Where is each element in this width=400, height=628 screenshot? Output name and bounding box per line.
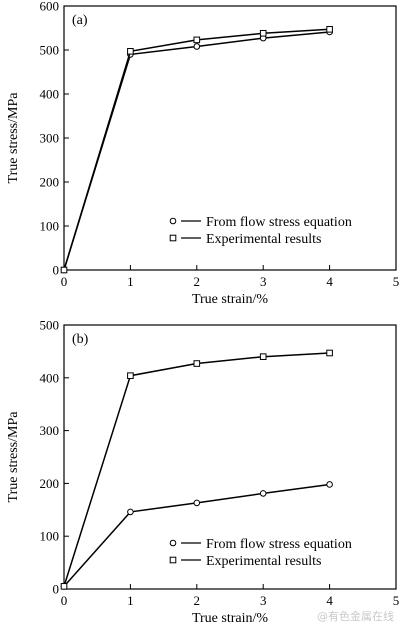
legend-label: Experimental results [206, 554, 321, 569]
x-tick-label: 5 [393, 593, 400, 608]
y-tick-label: 300 [40, 131, 60, 146]
data-point-circle [127, 508, 134, 516]
x-tick-label: 0 [61, 274, 68, 289]
data-point-square [127, 372, 134, 379]
x-tick-label: 0 [61, 593, 68, 608]
legend-marker-circle [169, 217, 177, 225]
legend-label: Experimental results [206, 232, 321, 247]
y-axis-title: True stress/MPa [6, 92, 21, 184]
data-point-circle [193, 43, 201, 50]
y-tick-label: 100 [40, 219, 60, 234]
series-experimental-results [60, 26, 333, 274]
series-flow-stress-equation [60, 481, 333, 590]
legend-marker-square [169, 556, 177, 564]
legend: From flow stress equation Experimental re… [169, 215, 352, 247]
data-point-square [259, 353, 267, 360]
x-tick-label: 3 [260, 593, 267, 608]
x-axis-title: True strain/% [192, 292, 268, 307]
watermark: @有色金属在线 [317, 610, 394, 623]
y-axis-title: True stress/MPa [6, 411, 21, 503]
data-point-square [326, 26, 333, 33]
y-tick-label: 400 [40, 370, 60, 385]
data-point-circle [193, 499, 201, 507]
data-point-square [60, 583, 68, 590]
y-tick-label: 600 [40, 0, 60, 14]
legend-label: From flow stress equation [206, 215, 352, 230]
data-point-circle [326, 481, 333, 488]
data-point-square [127, 48, 134, 55]
panel-label: (a) [72, 13, 88, 28]
y-tick-label: 500 [40, 43, 60, 58]
panel-label: (b) [72, 332, 89, 347]
data-point-square [259, 29, 267, 37]
y-tick-label: 0 [53, 582, 60, 597]
y-tick-label: 0 [53, 263, 60, 278]
y-tick-label: 200 [40, 476, 60, 491]
plot-frame [63, 5, 397, 271]
y-tick-label: 400 [40, 87, 60, 102]
x-tick-label: 3 [260, 274, 267, 289]
legend: From flow stress equation Experimental re… [169, 537, 352, 569]
x-tick-label: 2 [194, 274, 201, 289]
x-tick-label: 5 [393, 274, 400, 289]
data-point-circle [259, 490, 267, 497]
series-experimental-results [60, 349, 333, 590]
chart-panel-a: 0 1 2 3 4 5 0 100 200 300 400 500 600 True strain/% Tr… [6, 0, 399, 307]
data-point-square [60, 266, 68, 274]
legend-marker-circle [169, 539, 177, 547]
y-tick-label: 200 [40, 175, 60, 190]
y-tick-label: 300 [40, 423, 60, 438]
x-tick-label: 4 [326, 274, 333, 289]
x-axis-title: True strain/% [192, 611, 268, 626]
x-tick-label: 2 [194, 593, 201, 608]
chart-panel-b: 0 1 2 3 4 5 0 100 200 300 400 500 True strain/% True … [6, 318, 399, 627]
data-point-square [193, 36, 201, 44]
data-point-square [326, 349, 333, 357]
legend-label: From flow stress equation [206, 537, 352, 552]
legend-marker-square [169, 234, 177, 242]
y-tick-label: 500 [40, 318, 60, 333]
plot-frame [63, 324, 397, 590]
x-tick-label: 1 [127, 274, 134, 289]
x-tick-label: 4 [326, 593, 333, 608]
x-tick-label: 1 [127, 593, 134, 608]
y-tick-label: 100 [40, 529, 60, 544]
data-point-square [193, 360, 201, 367]
